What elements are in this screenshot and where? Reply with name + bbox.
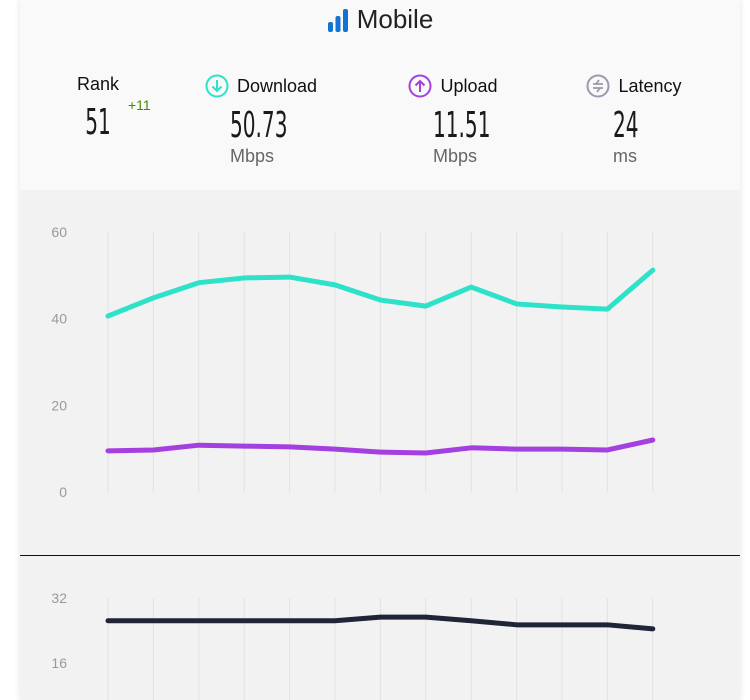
title-text: Mobile — [356, 4, 434, 34]
rank-stat: Rank 51 — [68, 74, 128, 143]
latency-value: 24 — [613, 105, 639, 146]
download-arrow-icon — [205, 74, 229, 98]
download-value: 50.73 — [230, 105, 288, 146]
rank-label: Rank — [76, 74, 120, 94]
page-title: Mobile — [20, 4, 740, 35]
mobile-card: Mobile Rank 51 +11 Download 50.73 Mbps U… — [20, 0, 740, 700]
y-tick-label: 40 — [51, 311, 67, 327]
upload-stat: Upload 11.51 Mbps — [398, 74, 508, 167]
upload-unit: Mbps — [433, 146, 478, 166]
signal-bars-icon — [327, 8, 348, 32]
upload-arrow-icon — [408, 74, 432, 98]
chart-divider — [20, 555, 740, 556]
y-tick-label: 20 — [51, 397, 67, 413]
latency-icon — [586, 74, 610, 98]
download-label: Download — [236, 75, 318, 96]
speed-chart: 0 20 40 60 — [51, 224, 656, 500]
y-tick-label: 32 — [51, 590, 67, 606]
y-tick-label: 16 — [51, 655, 67, 671]
download-stat: Download 50.73 Mbps — [196, 74, 326, 167]
latency-stat: Latency 24 ms — [578, 74, 690, 167]
y-tick-label: 0 — [59, 484, 67, 500]
summary-header: Mobile Rank 51 +11 Download 50.73 Mbps U… — [20, 0, 740, 190]
download-unit: Mbps — [230, 146, 275, 166]
upload-label: Upload — [440, 75, 498, 96]
rank-value: 51 — [85, 102, 111, 143]
rank-delta: +11 — [128, 97, 151, 113]
latency-unit: ms — [613, 146, 637, 166]
y-tick-label: 60 — [51, 224, 67, 240]
latency-label: Latency — [618, 75, 682, 96]
